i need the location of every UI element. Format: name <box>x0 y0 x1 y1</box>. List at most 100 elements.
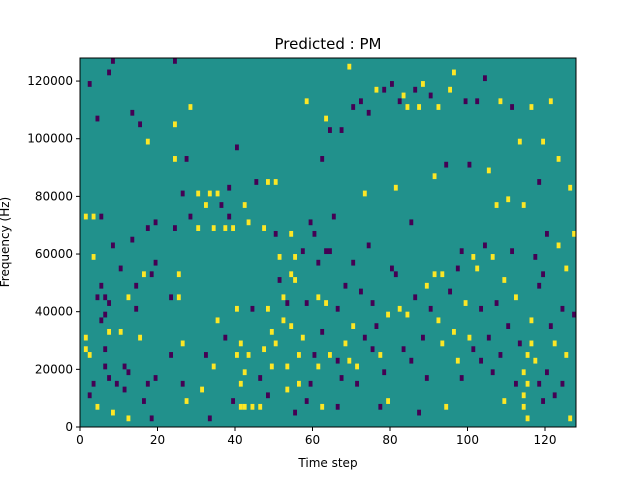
heatmap-cell <box>331 213 336 220</box>
heatmap-cell <box>118 328 123 335</box>
heatmap-cell <box>266 392 270 399</box>
y-tick-label: 120000 <box>27 74 73 88</box>
heatmap-cell <box>153 375 158 381</box>
heatmap-cell <box>525 415 530 422</box>
heatmap-cell <box>533 254 538 260</box>
heatmap-cell <box>285 363 290 370</box>
heatmap-cell <box>142 398 146 404</box>
plot-area <box>80 58 577 427</box>
heatmap-cell <box>436 104 441 110</box>
heatmap-cell <box>180 340 185 347</box>
heatmap-cell <box>293 254 298 260</box>
heatmap-cell <box>103 346 108 353</box>
heatmap-cell <box>145 138 150 145</box>
heatmap-cell <box>242 202 247 208</box>
heatmap-cell <box>107 375 112 381</box>
heatmap-cell <box>273 340 278 347</box>
heatmap-cell <box>556 242 561 249</box>
heatmap-cell <box>328 248 332 255</box>
heatmap-cell <box>242 403 247 410</box>
heatmap-cell <box>486 334 491 341</box>
heatmap-cell <box>374 323 379 329</box>
heatmap-cell <box>386 398 391 404</box>
heatmap-cell <box>200 386 205 393</box>
heatmap-cell <box>444 161 449 168</box>
heatmap-cell <box>114 380 119 387</box>
heatmap-cell <box>95 115 100 122</box>
heatmap-cell <box>475 98 480 105</box>
heatmap-cell <box>564 352 569 358</box>
heatmap-cell <box>339 127 344 133</box>
heatmap-cell <box>351 259 356 266</box>
heatmap-cell <box>432 173 437 180</box>
heatmap-cell <box>176 294 181 301</box>
heatmap-cell <box>486 167 491 174</box>
heatmap-cell <box>211 363 216 370</box>
heatmap-cell <box>390 81 394 87</box>
heatmap-cell <box>490 254 495 260</box>
heatmap-cell <box>297 352 301 358</box>
y-tick-label: 100000 <box>27 132 73 146</box>
heatmap-cell <box>273 179 278 185</box>
heatmap-cell <box>297 380 301 387</box>
heatmap-cell <box>324 300 329 306</box>
heatmap-cell <box>393 184 398 191</box>
heatmap-cell <box>401 346 406 353</box>
heatmap-cell <box>436 317 441 324</box>
heatmap-cell <box>180 380 185 387</box>
heatmap-cell <box>145 380 150 387</box>
heatmap-cell <box>238 380 243 387</box>
heatmap-cell <box>300 248 305 255</box>
heatmap-cell <box>483 242 487 249</box>
heatmap-cell <box>351 323 356 329</box>
heatmap-cell <box>111 58 115 64</box>
heatmap-cell <box>173 121 177 128</box>
y-tick-label: 80000 <box>35 189 73 203</box>
heatmap-cell <box>207 415 212 422</box>
heatmap-cell <box>324 248 329 255</box>
heatmap-cell <box>448 86 453 93</box>
x-tick-label: 60 <box>305 433 320 447</box>
heatmap-cell <box>560 305 565 312</box>
heatmap-cell <box>428 92 433 99</box>
heatmap-cell <box>362 190 367 197</box>
plot-frame <box>79 57 577 428</box>
heatmap-cell <box>568 415 573 422</box>
heatmap-cell <box>347 357 352 364</box>
heatmap-cell <box>134 282 139 289</box>
heatmap-cell <box>289 323 294 329</box>
heatmap-cell <box>343 282 348 289</box>
heatmap-cell <box>366 109 371 116</box>
heatmap-cell <box>246 219 251 226</box>
heatmap-cell <box>312 352 317 358</box>
heatmap-cell <box>568 184 573 191</box>
y-tick-label: 20000 <box>35 362 73 376</box>
heatmap-cell <box>409 219 414 226</box>
heatmap-cell <box>238 340 243 347</box>
x-tick-label: 80 <box>382 433 397 447</box>
heatmap-cell <box>142 271 146 278</box>
heatmap-cell <box>188 104 193 110</box>
heatmap-cell <box>455 357 460 364</box>
heatmap-cell <box>335 403 340 410</box>
heatmap-cell <box>355 380 360 387</box>
heatmap-cell <box>130 236 135 243</box>
heatmap-cell <box>335 305 340 312</box>
chart-title: Predicted : PM <box>275 35 382 53</box>
heatmap-cell <box>246 352 251 358</box>
heatmap-cell <box>173 156 177 162</box>
heatmap-cell <box>545 230 549 237</box>
heatmap-cell <box>204 202 208 208</box>
heatmap-cell <box>359 288 363 295</box>
heatmap-cell <box>277 277 282 283</box>
heatmap-cell <box>560 380 565 387</box>
heatmap-cell <box>479 357 484 364</box>
heatmap-cell <box>324 115 329 122</box>
heatmap-cell <box>134 305 139 312</box>
heatmap-cell <box>374 86 379 93</box>
heatmap-cell <box>390 265 394 272</box>
heatmap-cell <box>149 415 154 422</box>
y-tick-label: 0 <box>65 420 73 434</box>
heatmap-background <box>80 58 576 427</box>
